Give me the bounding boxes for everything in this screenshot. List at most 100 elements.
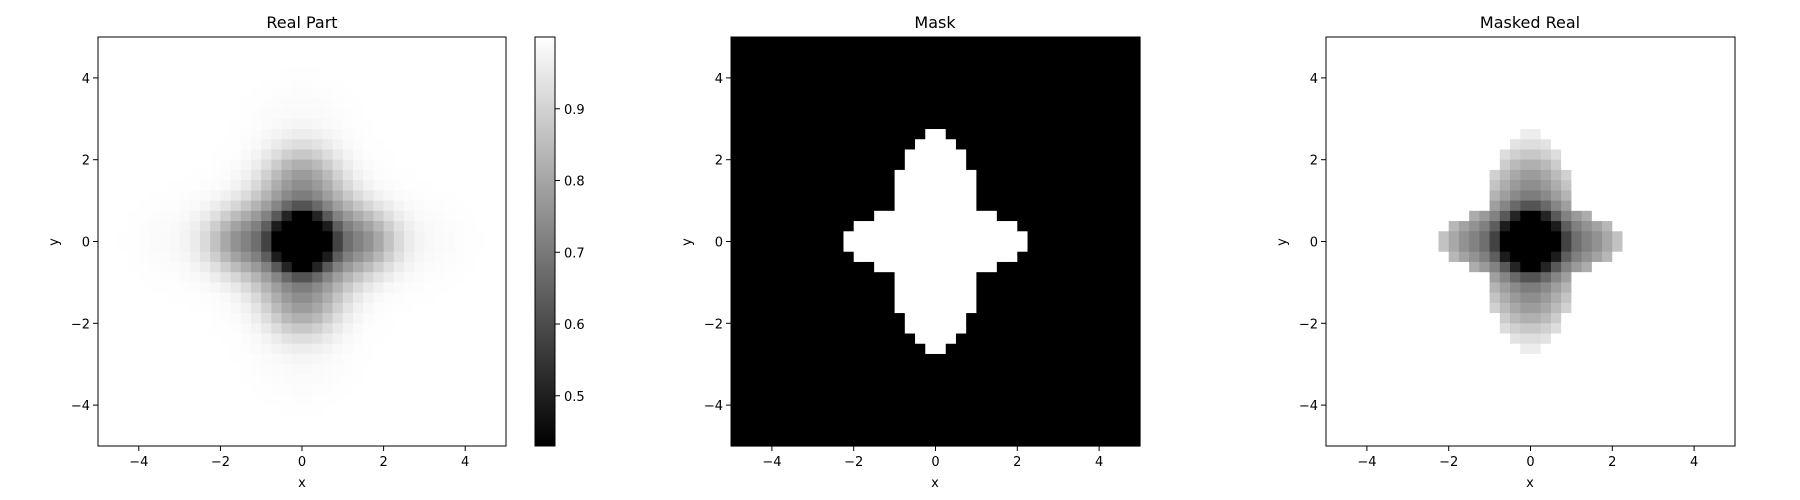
heatmap-cell — [1571, 88, 1583, 99]
heatmap-cell — [98, 129, 109, 140]
heatmap-cell — [1458, 251, 1470, 263]
heatmap-cell — [1653, 313, 1665, 324]
heatmap-cell — [1017, 241, 1029, 253]
heatmap-cell — [353, 261, 364, 273]
heatmap-cell — [383, 282, 395, 294]
heatmap-cell — [904, 333, 916, 345]
heatmap-cell — [1479, 302, 1491, 314]
heatmap-cell — [322, 37, 334, 48]
heatmap-cell — [1479, 190, 1491, 202]
heatmap-cell — [302, 37, 313, 48]
heatmap-cell — [1007, 77, 1018, 89]
heatmap-cell — [108, 313, 119, 324]
heatmap-cell — [179, 88, 191, 99]
heatmap-cell — [138, 169, 150, 181]
heatmap-cell — [986, 221, 998, 232]
heatmap-cell — [220, 200, 232, 212]
heatmap-cell — [1007, 47, 1018, 59]
heatmap-cell — [1489, 221, 1501, 232]
heatmap-cell — [1387, 374, 1399, 386]
heatmap-cell — [363, 129, 374, 140]
heatmap-cell — [1653, 37, 1665, 48]
heatmap-cell — [159, 384, 170, 396]
heatmap-cell — [1037, 190, 1049, 202]
heatmap-cell — [1489, 282, 1501, 294]
heatmap-cell — [1642, 210, 1654, 222]
heatmap-cell — [863, 159, 875, 171]
heatmap-cell — [1418, 67, 1429, 79]
heatmap-cell — [495, 313, 507, 324]
heatmap-cell — [884, 313, 896, 324]
heatmap-cell — [1438, 139, 1450, 151]
heatmap-cell — [741, 272, 753, 283]
heatmap-cell — [414, 302, 425, 314]
heatmap-cell — [1612, 57, 1624, 69]
heatmap-cell — [1027, 159, 1039, 171]
heatmap-cell — [904, 302, 916, 314]
heatmap-cell — [404, 333, 415, 345]
heatmap-cell — [1058, 210, 1070, 222]
heatmap-cell — [1058, 47, 1070, 59]
heatmap-cell — [843, 149, 855, 161]
heatmap-cell — [731, 241, 742, 253]
heatmap-cell — [98, 200, 109, 212]
heatmap-cell — [149, 251, 160, 263]
heatmap-cell — [823, 272, 834, 283]
heatmap-cell — [782, 200, 793, 212]
heatmap-cell — [1622, 343, 1634, 355]
heatmap-cell — [363, 343, 374, 355]
heatmap-cell — [1683, 108, 1695, 120]
heatmap-cell — [414, 292, 425, 304]
heatmap-cell — [1581, 353, 1593, 365]
heatmap-cell — [342, 364, 354, 376]
heatmap-cell — [1377, 425, 1388, 437]
heatmap-cell — [1642, 67, 1654, 79]
heatmap-cell — [1129, 282, 1141, 294]
heatmap-cell — [1622, 302, 1634, 314]
heatmap-cell — [1479, 231, 1491, 243]
heatmap-cell — [373, 282, 385, 294]
heatmap-cell — [1387, 241, 1399, 253]
heatmap-cell — [751, 149, 763, 161]
heatmap-cell — [1047, 374, 1059, 386]
heatmap-cell — [322, 353, 334, 365]
heatmap-cell — [1109, 159, 1121, 171]
heatmap-cell — [495, 190, 507, 202]
heatmap-cell — [1469, 77, 1480, 89]
heatmap-cell — [1581, 313, 1593, 324]
heatmap-cell — [444, 149, 456, 161]
heatmap-cell — [1612, 333, 1624, 345]
heatmap-cell — [271, 139, 283, 151]
heatmap-cell — [853, 98, 865, 110]
heatmap-cell — [1714, 353, 1726, 365]
heatmap-cell — [1704, 272, 1716, 283]
heatmap-cell — [1530, 415, 1542, 427]
heatmap-cell — [302, 57, 313, 69]
heatmap-cell — [1612, 129, 1624, 140]
heatmap-cell — [1632, 435, 1644, 447]
heatmap-cell — [1694, 384, 1705, 396]
heatmap-cell — [1448, 364, 1460, 376]
heatmap-cell — [1602, 118, 1613, 130]
heatmap-cell — [261, 394, 272, 406]
heatmap-cell — [1510, 292, 1521, 304]
heatmap-cell — [1346, 47, 1358, 59]
heatmap-cell — [1017, 405, 1029, 416]
heatmap-cell — [1530, 272, 1542, 283]
heatmap-cell — [751, 37, 763, 48]
heatmap-cell — [1387, 149, 1399, 161]
heatmap-cell — [353, 333, 364, 345]
heatmap-cell — [1448, 221, 1460, 232]
heatmap-cell — [955, 149, 967, 161]
heatmap-cell — [1530, 364, 1542, 376]
heatmap-cell — [792, 231, 804, 243]
xticks-masked-real: −4 −2 0 2 4 — [1357, 446, 1698, 470]
heatmap-cell — [1448, 129, 1460, 140]
heatmap-cell — [904, 241, 916, 253]
heatmap-cell — [792, 88, 804, 99]
heatmap-cell — [1714, 302, 1726, 314]
heatmap-cell — [843, 37, 855, 48]
heatmap-cell — [1356, 333, 1368, 345]
heatmap-cell — [1448, 313, 1460, 324]
heatmap-cell — [1571, 272, 1583, 283]
